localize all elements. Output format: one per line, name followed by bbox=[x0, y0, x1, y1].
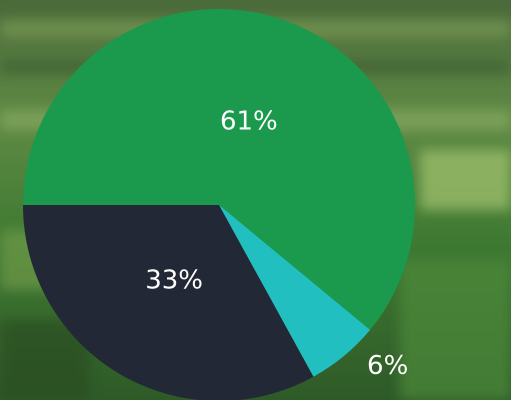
chart: 61% 6% 33% bbox=[0, 0, 511, 400]
data-label: 33% bbox=[145, 265, 203, 295]
data-label: 61% bbox=[220, 107, 278, 137]
page: {"chart_data": {"type": "pie", "values":… bbox=[0, 0, 511, 400]
pie: 61% 6% 33% bbox=[23, 9, 415, 400]
data-label: 6% bbox=[367, 351, 408, 381]
